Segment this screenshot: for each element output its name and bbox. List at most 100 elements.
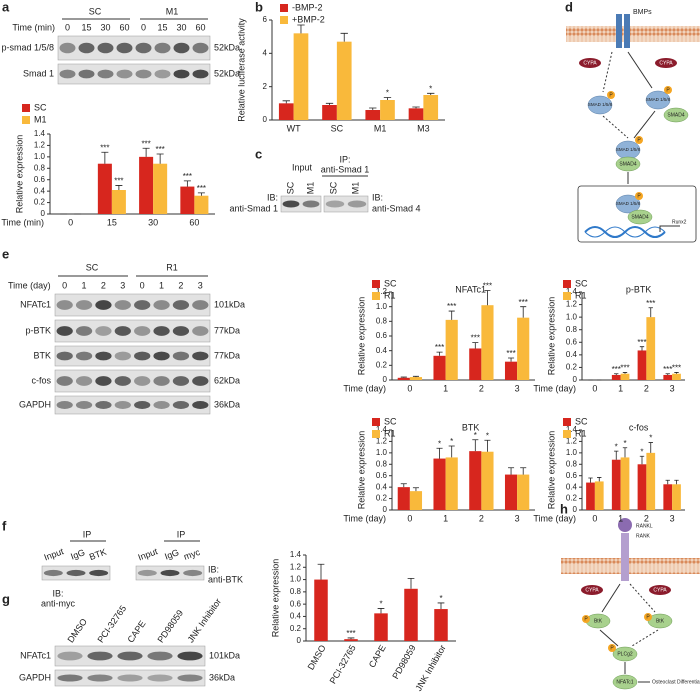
band (57, 674, 83, 682)
significance: * (640, 447, 643, 456)
legend-label: SC (575, 416, 588, 426)
y-axis-label: Relative expression (356, 431, 366, 510)
y-tick-label: 2 (263, 82, 268, 91)
chart-title: NFATc1 (455, 284, 486, 294)
smad4 (663, 107, 689, 123)
arrow (627, 51, 653, 89)
band (192, 376, 209, 386)
legend-swatch (372, 292, 380, 300)
label: 15 (81, 22, 91, 32)
y-tick-label: 0.8 (566, 325, 578, 334)
x-tick-label: PCI-32765 (328, 643, 358, 685)
label: anti-BTK (208, 574, 243, 584)
error-bar (101, 151, 109, 164)
y-tick-label: 6 (263, 15, 268, 24)
label: 62kDa (214, 375, 240, 385)
bar (517, 474, 530, 510)
label: 60 (119, 22, 129, 32)
bar (469, 348, 482, 380)
y-tick-label: 1.0 (566, 448, 578, 457)
y-tick-label: 0.8 (290, 587, 302, 596)
phospho (635, 192, 643, 200)
label: Runx2 (672, 219, 687, 225)
label: 77kDa (214, 350, 240, 360)
band (154, 42, 171, 54)
band (114, 300, 131, 310)
significance: *** (471, 334, 480, 343)
bar (423, 95, 439, 120)
bar (409, 377, 423, 380)
band (75, 401, 93, 409)
error-bar (282, 100, 290, 104)
significance: *** (519, 298, 528, 307)
error-bar (427, 92, 435, 95)
label: P (637, 193, 641, 199)
legend-swatch (563, 292, 571, 300)
error-bar (520, 306, 527, 318)
band (183, 569, 203, 577)
band (134, 326, 151, 336)
label: IP: (339, 154, 350, 164)
bar (336, 41, 352, 120)
x-tick-label: WT (287, 123, 301, 133)
band (116, 69, 133, 79)
significance: * (486, 431, 489, 440)
error-bar (520, 467, 527, 475)
bar (469, 451, 482, 510)
cypa (581, 585, 603, 595)
label: P (646, 614, 650, 620)
band (114, 351, 131, 361)
band (325, 200, 345, 208)
band (153, 351, 170, 361)
band (177, 651, 203, 661)
label: Osteoclast Differentiation (652, 679, 700, 685)
error-bar (377, 608, 385, 614)
band (97, 42, 114, 54)
y-tick-label: 0 (297, 636, 302, 645)
label: IP (83, 529, 92, 539)
bar (111, 190, 126, 214)
label: P (609, 92, 613, 98)
error-bar (412, 375, 419, 378)
x-tick-label: 1 (618, 383, 623, 393)
phospho (582, 615, 590, 623)
error-bar (648, 442, 653, 453)
legend-swatch (280, 4, 288, 12)
bar (646, 317, 656, 380)
phospho (608, 644, 616, 652)
blot (54, 395, 211, 415)
x-tick-label: 3 (670, 383, 675, 393)
band (172, 351, 190, 361)
label: SMAD4 (619, 161, 636, 167)
bar (374, 613, 388, 641)
y-axis-label: Relative expression (270, 559, 280, 638)
chart-title: BTK (462, 422, 480, 432)
y-tick-label: 1.4 (376, 425, 388, 434)
phospho (635, 136, 643, 144)
receptor (616, 14, 622, 48)
bar (408, 108, 424, 120)
label: SMAD 1/5/8 (616, 201, 641, 206)
band (134, 300, 151, 310)
band (75, 376, 93, 386)
band (56, 401, 73, 409)
x-tick-label: 2 (644, 513, 649, 523)
label: SC (89, 6, 102, 16)
significance: * (439, 594, 442, 603)
membrane (566, 26, 700, 42)
band (95, 401, 112, 409)
y-tick-label: 1.0 (34, 152, 46, 161)
label: NFATc1 (616, 679, 633, 685)
y-tick-label: 1.2 (34, 141, 46, 150)
bar (404, 588, 418, 641)
y-tick-label: 1.0 (376, 448, 388, 457)
label: PCI-32765 (95, 604, 128, 645)
label: g (2, 591, 10, 606)
error-bar (317, 563, 325, 580)
label: Input (43, 546, 66, 562)
label: 3 (198, 280, 203, 290)
label: 101kDa (214, 299, 245, 309)
y-tick-label: 0 (573, 375, 578, 384)
bar (445, 457, 458, 510)
error-bar (115, 185, 123, 190)
